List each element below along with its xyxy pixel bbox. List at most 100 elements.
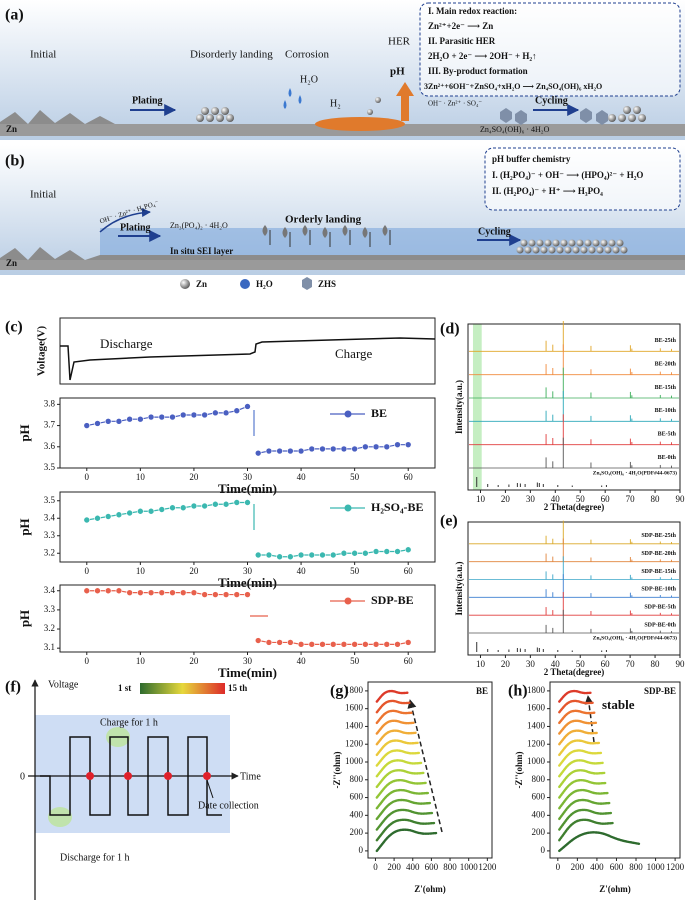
- x-tick-label: 90: [676, 494, 685, 504]
- data-point: [308, 641, 316, 648]
- data-point: [158, 413, 166, 421]
- y-tick-label: 3.8: [44, 398, 56, 408]
- decor-circle: [375, 97, 381, 103]
- decor-circle: [572, 246, 580, 254]
- x-axis-label: Time(min): [218, 665, 277, 680]
- x-tick-label: 20: [189, 656, 199, 666]
- decor-ellipse: [315, 117, 405, 131]
- x-tick-label: 50: [350, 566, 360, 576]
- data-point: [308, 445, 316, 453]
- legend-marker: [344, 504, 352, 512]
- decor-path: [302, 225, 308, 236]
- stage-label: Corrosion: [285, 49, 330, 61]
- decor-circle: [544, 239, 552, 247]
- trace-label: BE-0th: [658, 455, 677, 461]
- impedance-curve: [558, 749, 603, 767]
- legend-label: ZHS: [318, 279, 336, 289]
- data-point: [383, 641, 391, 648]
- y-tick-label: 800: [350, 774, 364, 784]
- x-tick-label: 400: [590, 862, 604, 872]
- trace-label: BE-25th: [655, 338, 677, 344]
- decor-circle: [226, 114, 234, 122]
- impedance-curve: [375, 798, 432, 821]
- decor-circle: [618, 114, 626, 122]
- y-tick-label: 600: [350, 792, 364, 802]
- decor-circle: [560, 239, 568, 247]
- data-point: [287, 447, 294, 455]
- decor-polygon: [302, 277, 312, 290]
- data-point: [351, 549, 358, 557]
- decor-circle: [584, 239, 592, 247]
- species-label: OH⁻ · Zn²⁺ · SO₄⁻: [428, 100, 482, 108]
- box-line: III. By-product formation: [428, 66, 528, 76]
- x-tick-label: 800: [443, 862, 457, 872]
- box-line: II. (H₂PO₄)⁻ + H⁺ ⟶ H₃PO₄: [492, 186, 603, 196]
- data-point: [158, 589, 166, 596]
- y-tick-label: 3.2: [44, 547, 55, 557]
- data-point: [362, 549, 369, 557]
- x-tick-label: 10: [136, 566, 146, 576]
- data-point: [254, 551, 262, 559]
- substrate-label: Zn: [6, 124, 17, 134]
- x-tick-label: 10: [476, 494, 486, 504]
- data-point: [190, 589, 198, 596]
- decor-path: [298, 95, 302, 104]
- impedance-curve: [558, 818, 614, 842]
- impedance-curve: [375, 689, 409, 703]
- stage-label: Orderly landing: [285, 214, 362, 226]
- species-label: H₂: [330, 98, 341, 109]
- y-axis-label: Voltage(V): [36, 326, 48, 377]
- decor-path: [362, 227, 368, 238]
- x-tick-label: 10: [476, 659, 486, 669]
- impedance-curve: [375, 759, 423, 778]
- y-tick-label: 3.4: [44, 585, 56, 595]
- x-tick-label: 10: [136, 656, 146, 666]
- x-tick-label: 40: [551, 659, 561, 669]
- panel-label: (g): [330, 683, 349, 700]
- y-tick-label: 400: [532, 809, 546, 819]
- decor-ellipse: [48, 807, 72, 827]
- species-label: H₂O: [300, 74, 318, 85]
- data-point: [179, 411, 187, 419]
- decor-circle: [196, 114, 204, 122]
- x-tick-label: 1200: [666, 862, 685, 872]
- x-axis-label: Time: [240, 771, 261, 782]
- arrow-label: Plating: [120, 222, 151, 233]
- y-tick-label: 1200: [527, 738, 546, 748]
- x-tick-label: 400: [406, 862, 420, 872]
- decor-circle: [592, 239, 600, 247]
- impedance-curve: [375, 778, 428, 799]
- data-point: [319, 445, 326, 453]
- legend-label: Zn: [196, 279, 207, 289]
- box-line: II. Parasitic HER: [428, 36, 496, 46]
- y-tick-label: 3.5: [44, 495, 56, 505]
- data-point: [169, 589, 176, 596]
- data-point: [372, 443, 380, 451]
- data-point: [319, 551, 326, 559]
- y-tick-label: 1800: [345, 685, 364, 695]
- panel-label: (a): [5, 7, 24, 24]
- x-tick-label: 0: [85, 472, 90, 482]
- x-tick-label: 60: [601, 659, 611, 669]
- data-point: [394, 548, 401, 555]
- data-point: [222, 591, 230, 598]
- impedance-curve: [375, 788, 430, 810]
- decor-g: [86, 772, 211, 780]
- data-point: [233, 407, 241, 415]
- x-tick-label: 80: [651, 494, 661, 504]
- data-point: [233, 499, 241, 506]
- y-tick-label: 0: [359, 845, 364, 855]
- trace-label: BE-15th: [655, 385, 677, 391]
- data-point: [329, 445, 337, 453]
- decor-polygon: [396, 82, 414, 96]
- data-point: [126, 509, 133, 517]
- panel-label: (c): [5, 319, 23, 336]
- decor-path: [283, 100, 287, 109]
- y-tick-label: 3.1: [44, 642, 55, 652]
- x-tick-label: 50: [350, 656, 360, 666]
- annotation: stable: [602, 697, 635, 712]
- y-tick-label: 1400: [345, 721, 364, 731]
- x-tick-label: 30: [243, 472, 253, 482]
- decor-line: [407, 699, 443, 833]
